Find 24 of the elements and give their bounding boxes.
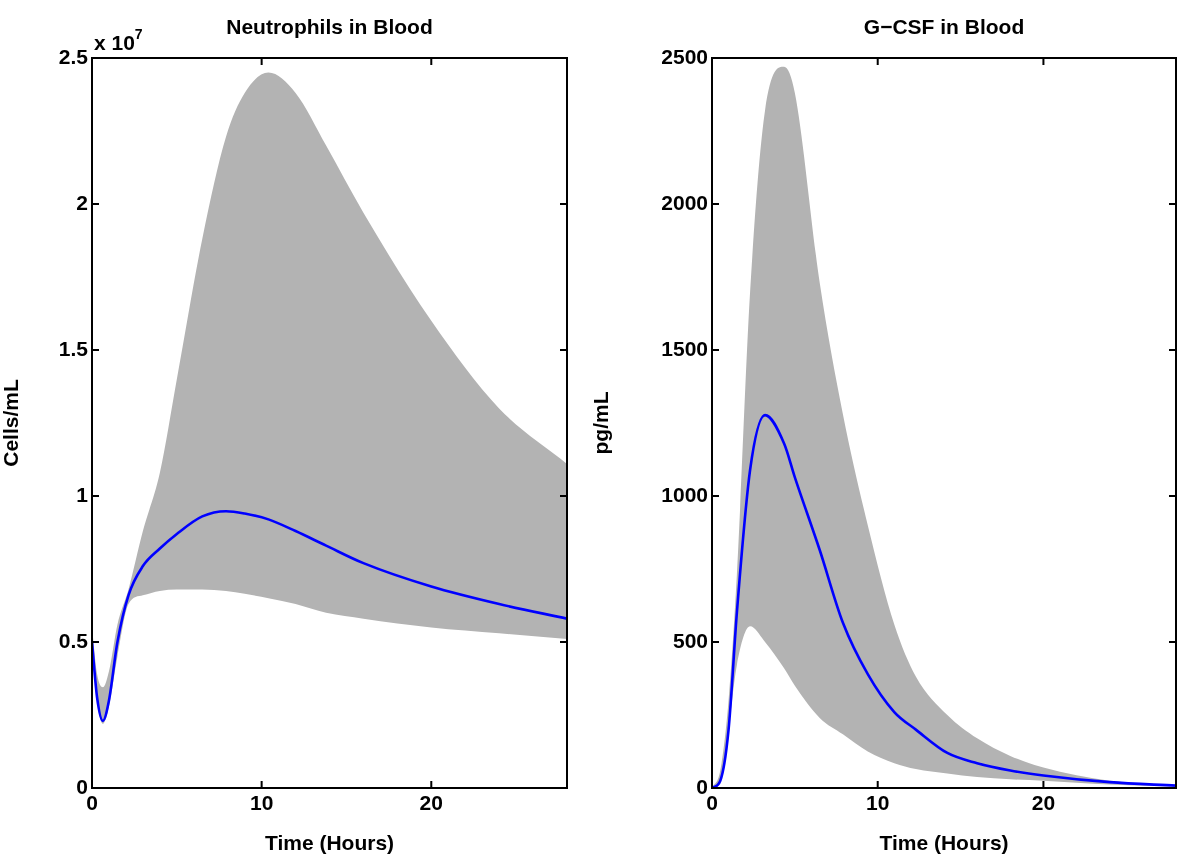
chart-title: G−CSF in Blood <box>863 15 1025 38</box>
line-series <box>92 509 567 723</box>
y-tick-label: 1 <box>76 482 89 506</box>
y-tick-label: 0.5 <box>58 628 89 652</box>
y-tick-label: 2 <box>76 190 88 214</box>
y-axis-title: pg/mL <box>589 391 613 455</box>
y-tick-label: 1.5 <box>58 336 89 360</box>
y-tick-label: 2.5 <box>58 44 89 68</box>
y-tick-label: 2000 <box>661 190 708 214</box>
y-tick-label: 0 <box>76 774 88 798</box>
x-tick-label: 10 <box>249 791 274 815</box>
y-tick-label: 1000 <box>661 482 708 506</box>
x-tick-label: 20 <box>1031 791 1056 815</box>
y-tick-label: 500 <box>672 628 708 652</box>
x-tick-label: 20 <box>419 791 443 815</box>
y-tick-label: 0 <box>696 774 708 798</box>
x-axis-title: Time (Hours) <box>264 831 395 855</box>
x-tick-label: 10 <box>866 791 890 815</box>
line-series <box>712 413 1176 788</box>
y-axis-title: Cells/mL <box>0 379 23 467</box>
chart-title: Neutrophils in Blood <box>226 15 433 38</box>
y-tick-label: 2500 <box>661 44 708 68</box>
x-axis-title: Time (Hours) <box>879 831 1009 855</box>
y-tick-label: 1500 <box>661 336 708 360</box>
